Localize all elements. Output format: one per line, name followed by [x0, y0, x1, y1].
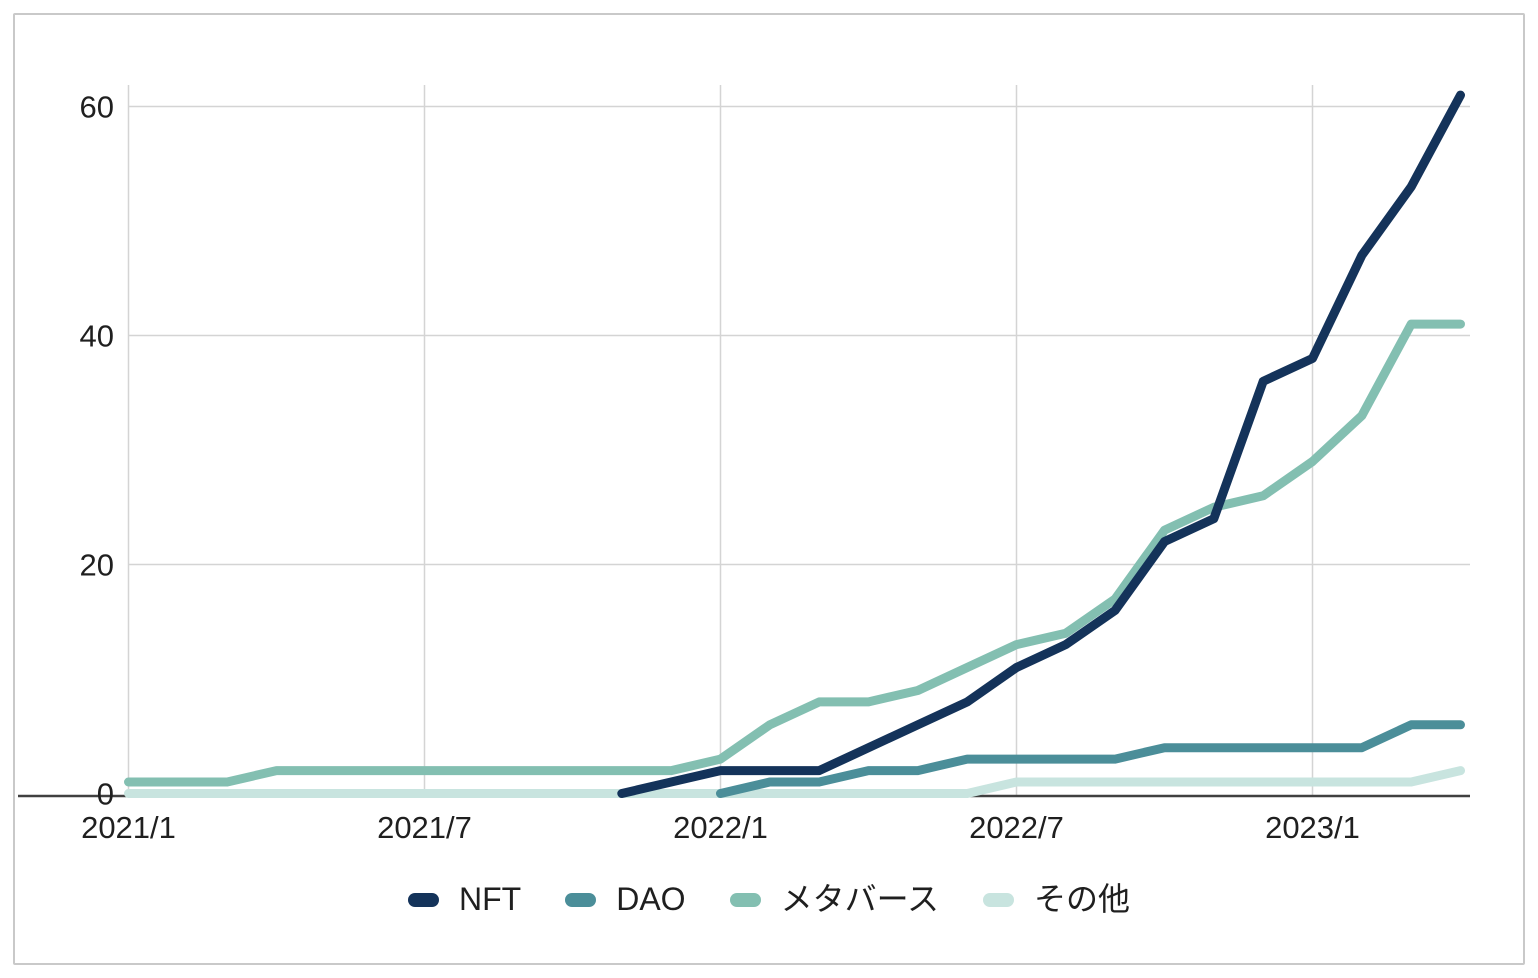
- legend-label-other: その他: [1033, 881, 1130, 917]
- x-tick-label: 2021/1: [81, 810, 176, 845]
- series-line-NFT: [617, 90, 1465, 798]
- legend-label-dao: DAO: [616, 881, 686, 917]
- series-line-DAO: [716, 720, 1465, 798]
- other-swatch-icon: [982, 892, 1014, 907]
- y-tick-label: 60: [80, 90, 114, 125]
- metaverse-swatch-icon: [729, 892, 761, 907]
- legend-item-nft: NFT: [408, 881, 522, 917]
- legend-item-dao: DAO: [565, 881, 686, 917]
- y-tick-label: 40: [80, 319, 114, 354]
- nft-swatch-icon: [408, 892, 440, 907]
- x-tick-label: 2021/7: [377, 810, 472, 845]
- legend-label-metaverse: メタバース: [780, 881, 939, 917]
- legend-item-metaverse: メタバース: [729, 881, 939, 917]
- x-tick-label: 2022/1: [673, 810, 768, 845]
- series-line-その他: [124, 766, 1465, 798]
- y-tick-label: 0: [97, 777, 114, 812]
- dao-swatch-icon: [565, 892, 597, 907]
- y-tick-label: 20: [80, 548, 114, 583]
- x-tick-label: 2023/1: [1265, 810, 1360, 845]
- x-tick-label: 2022/7: [969, 810, 1064, 845]
- legend-label-nft: NFT: [459, 881, 522, 917]
- legend-item-other: その他: [982, 881, 1130, 917]
- chart-legend: NFT DAO メタバース その他: [0, 881, 1538, 917]
- series-line-メタバース: [124, 319, 1465, 787]
